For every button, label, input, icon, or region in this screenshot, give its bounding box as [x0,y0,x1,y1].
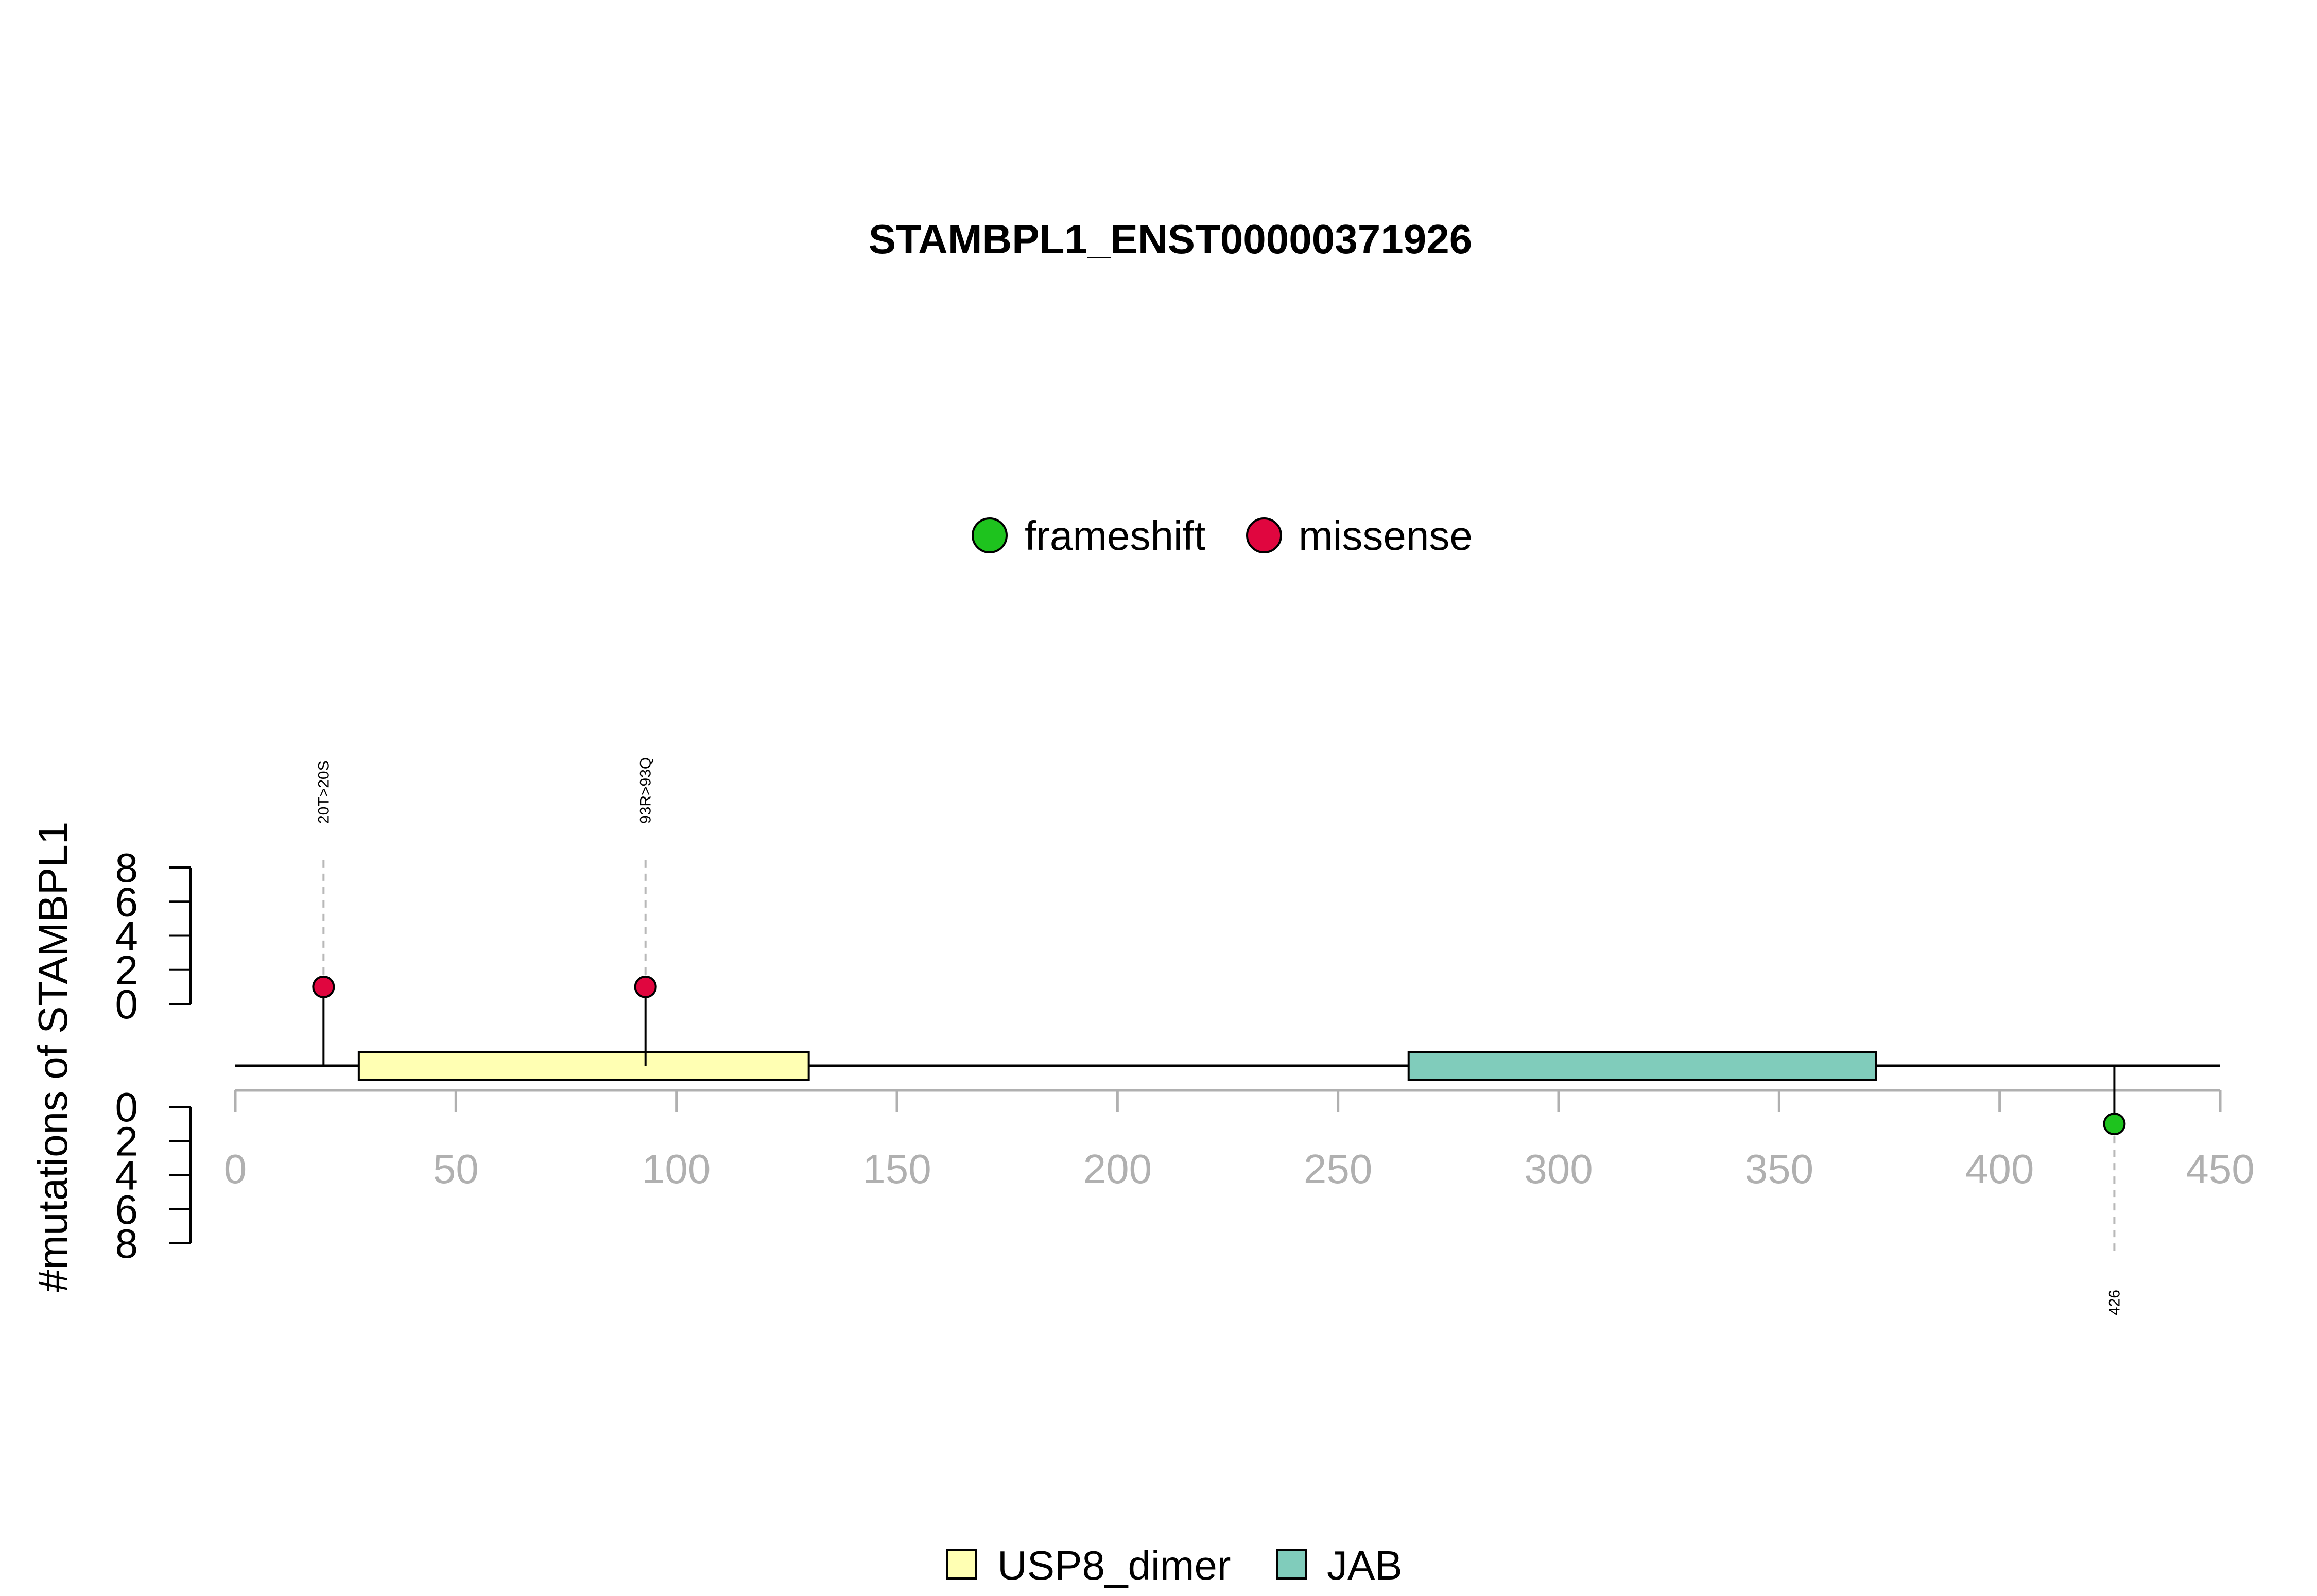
x-tick-label: 150 [862,1146,931,1192]
domain-legend: USP8_dimer JAB [946,1542,1403,1588]
x-tick-label: 300 [1524,1146,1593,1192]
lower-y-tick-label: 2 [115,1118,139,1164]
upper-y-tick-label: 2 [115,947,139,993]
x-tick-label: 50 [433,1146,479,1192]
legend-frameshift-marker [972,517,1008,553]
legend-usp8-dimer-label: USP8_dimer [997,1542,1231,1588]
legend-jab-label: JAB [1327,1542,1403,1588]
mutation-lollipops: 20T>20S 93R>93Q 426 [312,757,2126,1315]
upper-y-tick-label: 4 [115,913,139,959]
upper-y-tick-label: 6 [115,879,139,925]
mutation-type-legend: frameshift missense [972,513,1473,559]
mutation-head [312,975,335,998]
legend-jab-swatch [1276,1549,1307,1580]
legend-frameshift-label: frameshift [1025,513,1205,559]
legend-missense-marker [1246,517,1282,553]
x-tick-label: 450 [2186,1146,2254,1192]
x-tick-label: 350 [1745,1146,1813,1192]
mutation-head [2103,1113,2126,1136]
domain-boxes [357,1051,1877,1081]
x-tick-label: 200 [1083,1146,1152,1192]
mutation-label: 20T>20S [315,760,332,824]
x-tick-label: 0 [224,1146,247,1192]
upper-y-tick-label: 8 [115,845,139,891]
domain-box [1407,1051,1877,1081]
mutation-label: 93R>93Q [637,757,654,824]
upper-y-tick-label: 0 [115,981,139,1027]
x-axis: 0 50 100 150 200 250 300 350 400 450 [224,1089,2255,1192]
lower-y-tick-label: 8 [115,1221,139,1267]
mutation-label: 426 [2106,1290,2123,1315]
mutation-head [634,975,657,998]
lower-y-tick-label: 0 [115,1084,139,1130]
x-tick-label: 250 [1304,1146,1372,1192]
lower-y-tick-label: 4 [115,1153,139,1199]
chart-title: STAMBPL1_ENST00000371926 [869,216,1472,262]
legend-missense-label: missense [1299,513,1473,559]
legend-usp8-dimer-swatch [946,1549,977,1580]
x-tick-label: 400 [1965,1146,2034,1192]
lower-y-tick-label: 6 [115,1187,139,1233]
y-axis-label: #mutations of STAMBPL1 [30,822,76,1293]
x-tick-label: 100 [642,1146,711,1192]
domain-box [357,1051,810,1081]
